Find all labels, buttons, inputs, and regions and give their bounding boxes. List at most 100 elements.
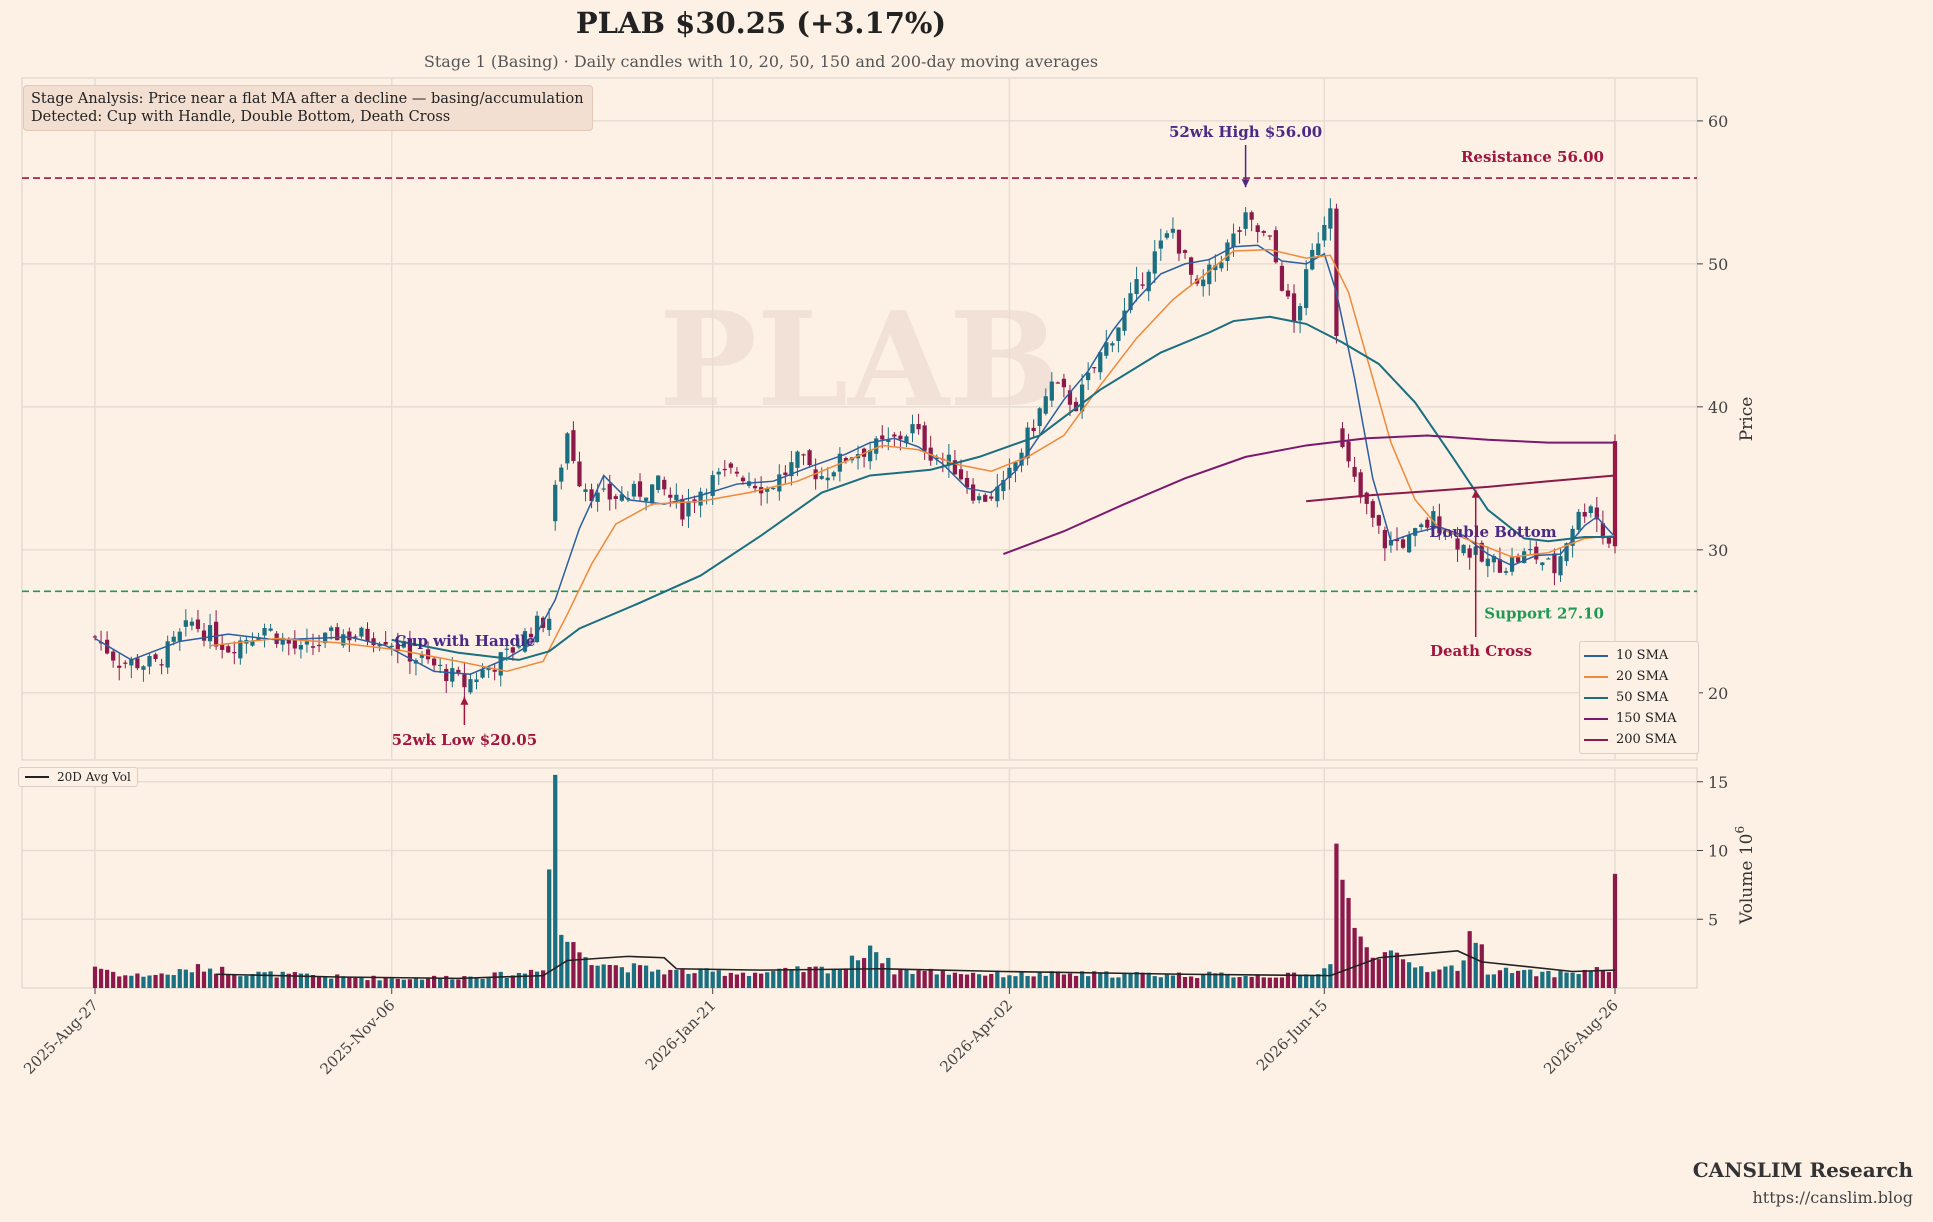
volume-bar (1201, 974, 1206, 988)
candle-body (419, 654, 425, 658)
volume-bar (740, 972, 746, 988)
volume-bar (1449, 965, 1454, 988)
candle-body (964, 477, 970, 488)
volume-bar (577, 952, 582, 988)
volume-bar (625, 972, 631, 988)
volume-bar (1600, 970, 1606, 988)
candle-body (789, 462, 794, 477)
volume-bar (1231, 977, 1236, 988)
candle-body (1406, 534, 1412, 553)
candle-body (916, 424, 921, 430)
candle-body (238, 640, 243, 659)
volume-bar (1382, 952, 1387, 988)
candle-body (492, 669, 497, 672)
candle-body (553, 484, 558, 522)
volume-bar (280, 971, 285, 988)
candle-body (298, 645, 304, 650)
death-cross-label: Death Cross (1430, 642, 1532, 660)
volume-bar (444, 975, 449, 988)
candle-body (1176, 229, 1182, 254)
volume-bar (946, 974, 951, 988)
candle-body (220, 644, 225, 650)
volume-bar (468, 976, 473, 988)
candle-body (837, 453, 842, 472)
volume-bar (1207, 971, 1212, 988)
candle-body (892, 434, 897, 437)
candle-body (643, 497, 649, 501)
candle-body (286, 638, 291, 644)
candle-body (1558, 556, 1563, 576)
volume-bar (1061, 974, 1067, 988)
high-arrow-head (1241, 179, 1250, 188)
volume-bar (1049, 971, 1054, 988)
volume-bar (1261, 977, 1266, 988)
candle-body (1007, 467, 1012, 478)
volume-bar (765, 972, 770, 988)
candle-body (1079, 384, 1085, 412)
volume-panel (21, 767, 1698, 989)
volume-bar (874, 952, 879, 988)
volume-bar (1213, 973, 1218, 988)
candle-body (1219, 262, 1224, 269)
volume-bar (1188, 976, 1194, 988)
candle-body (522, 631, 528, 652)
volume-bar (1346, 898, 1351, 988)
candle-body (1231, 233, 1236, 247)
volume-tick-label: 10 (1708, 842, 1728, 861)
volume-tick-label: 15 (1708, 773, 1728, 792)
volume-bar (1552, 977, 1557, 988)
candle-body (1243, 212, 1248, 229)
candle-body (983, 494, 988, 502)
volume-bar (1007, 975, 1012, 988)
candle-body (1588, 506, 1593, 514)
candle-body (1346, 441, 1351, 462)
death-cross-arrow-head (1471, 489, 1480, 498)
volume-bar (147, 975, 152, 988)
volume-bar (1291, 972, 1297, 988)
volume-bar (1037, 971, 1042, 988)
candle-body (1528, 548, 1533, 551)
annotations: 52wk High $56.00 Resistance 56.00 Support … (392, 123, 1604, 749)
candle-body (1146, 271, 1151, 292)
volume-bar (613, 965, 618, 988)
candle-body (1455, 538, 1460, 550)
candle-body (268, 628, 273, 631)
candle-body (1122, 310, 1127, 331)
volume-bar (1394, 952, 1400, 988)
volume-bar (801, 972, 806, 988)
volume-bar (553, 774, 558, 988)
candle-body (365, 628, 370, 641)
volume-bar (498, 971, 503, 988)
candle-body (407, 638, 413, 662)
volume-bar (413, 977, 419, 988)
candle-body (310, 646, 316, 648)
candle-body (1037, 408, 1042, 427)
volume-bar (668, 969, 673, 988)
candle-body (1322, 224, 1327, 241)
candle-body (1291, 293, 1297, 323)
sma-50-line (391, 315, 1615, 661)
candle-body (734, 471, 740, 474)
watermark: PLAB (659, 283, 1059, 436)
volume-bar (777, 968, 782, 988)
volume-bar (316, 976, 322, 988)
volume-bar (565, 941, 570, 988)
volume-bar (1116, 977, 1121, 988)
volume-bar (1455, 970, 1460, 988)
candle-body (686, 501, 691, 517)
volume-bar (541, 970, 546, 988)
candle-body (1273, 230, 1278, 263)
brand-name: CANSLIM Research (1692, 1158, 1913, 1182)
volume-bar (995, 970, 1000, 988)
volume-bar (716, 970, 721, 988)
volume-bar (117, 976, 122, 988)
volume-bar (534, 971, 540, 988)
volume-bar (662, 974, 667, 988)
candle-body (147, 656, 152, 667)
legend-label: 10 SMA (1616, 648, 1669, 663)
volume-bar (861, 958, 867, 988)
y-tick-label: 60 (1708, 112, 1728, 131)
candle-body (989, 496, 994, 499)
candle-body (177, 631, 182, 641)
x-tick-label: 2026-Aug-26 (1540, 996, 1622, 1078)
